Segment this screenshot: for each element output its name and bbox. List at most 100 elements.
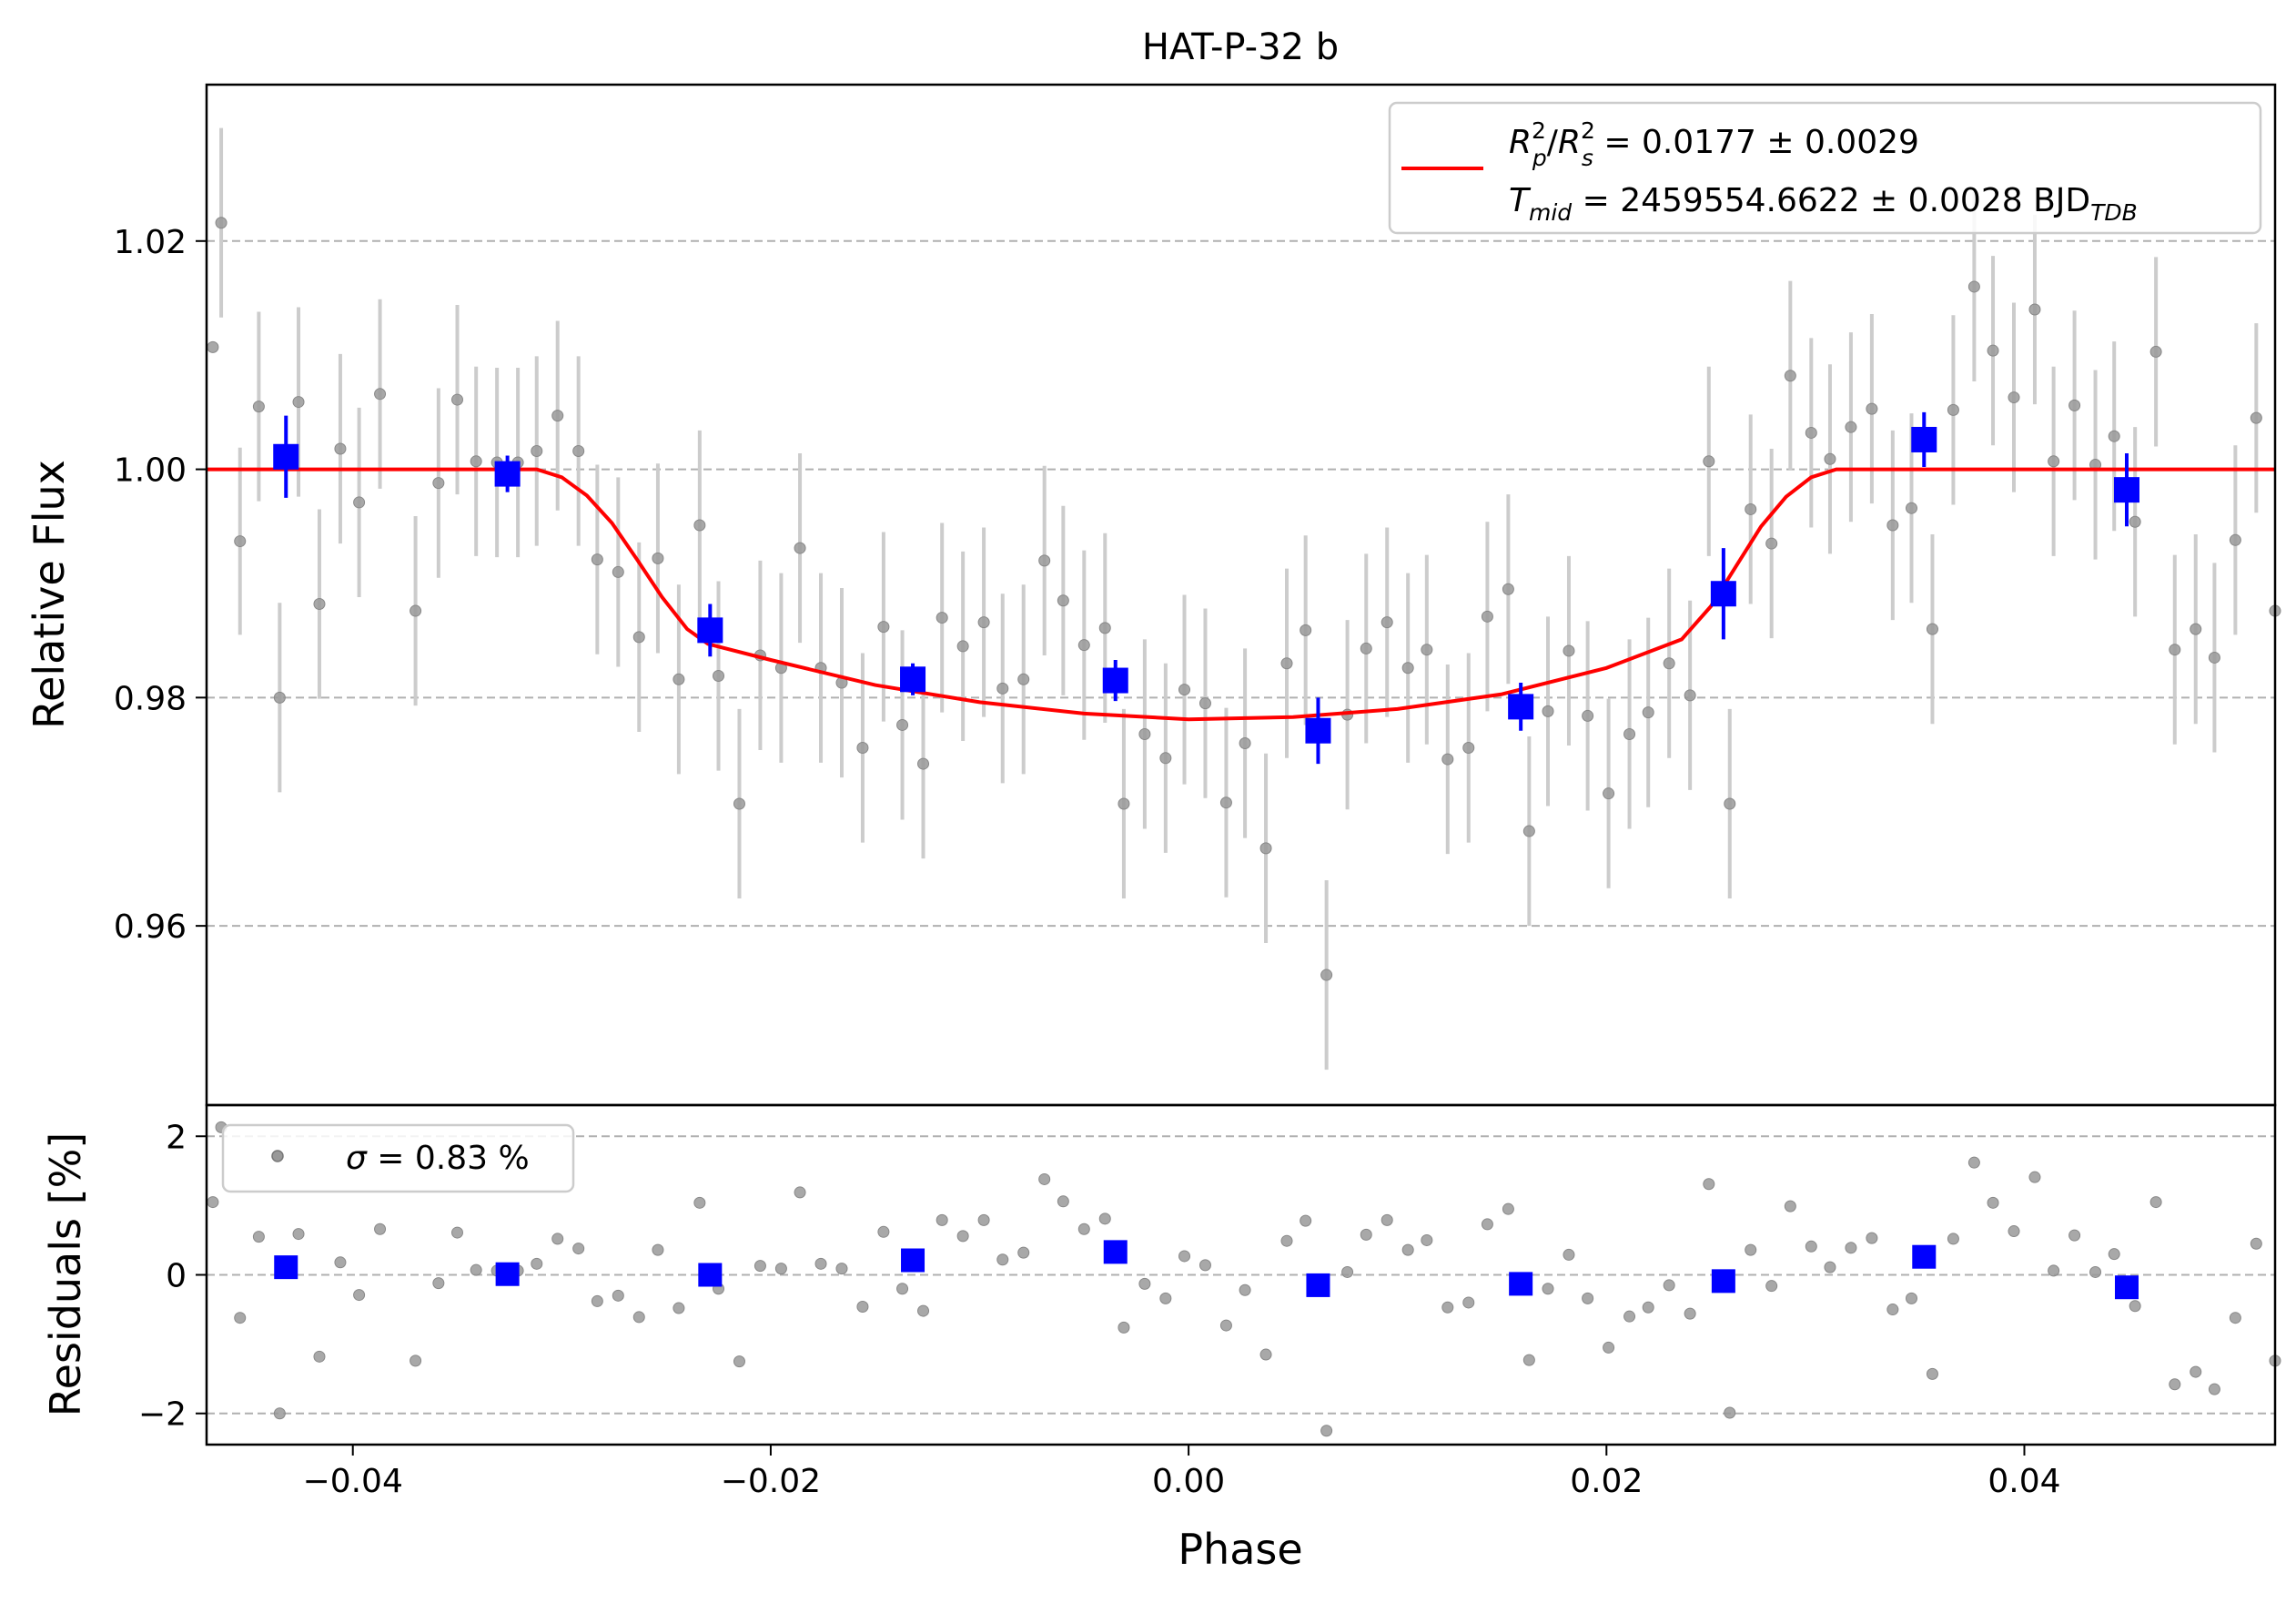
residual-point [1077,1223,1090,1235]
residual-point [632,1311,645,1324]
binned-flux-points [273,411,2139,765]
residual-point [470,1263,482,1276]
raw-point [1481,610,1493,623]
raw-point [1724,797,1736,810]
residual-point [1765,1280,1778,1293]
raw-point [2008,391,2020,404]
raw-point [917,757,930,770]
binned-point [494,461,521,487]
raw-point [1563,644,1575,657]
raw-point [1845,421,1857,433]
residual-point [1159,1292,1172,1304]
binned-point [900,666,926,693]
residual-point [1906,1292,1918,1304]
chart-title: HAT-P-32 b [1142,26,1339,68]
raw-point [2190,623,2202,635]
x-axis-label: Phase [1178,1525,1302,1574]
raw-point [1017,673,1030,685]
residual-point [2229,1312,2241,1324]
x-tick-label: −0.02 [721,1463,821,1500]
raw-point [1603,787,1615,800]
raw-point [1401,662,1414,675]
residual-point [234,1312,247,1324]
residual-point [1703,1178,1715,1191]
raw-point [856,742,869,755]
raw-point [1199,697,1211,710]
binned-point [1102,667,1128,694]
raw-point [1138,727,1151,740]
residual-point [1926,1367,1938,1380]
raw-point [1239,737,1251,750]
residual-point [591,1294,603,1307]
residual-point [292,1228,305,1241]
residual-point [1280,1234,1293,1247]
residual-point [2048,1264,2060,1277]
raw-point [1381,616,1393,629]
raw-point [1745,502,1757,515]
raw-point [1219,796,1232,809]
residual-point [896,1283,909,1295]
residual-point [1381,1213,1393,1226]
sigma-legend-text: σ = 0.83 % [346,1140,530,1177]
residual-point [1845,1242,1857,1254]
residual-point [2190,1365,2202,1378]
raw-point [334,442,347,455]
residual-point [1178,1250,1191,1263]
sigma-legend: σ = 0.83 % [221,1123,575,1193]
raw-point [551,410,564,422]
residual-point [2068,1229,2081,1242]
x-ticks: −0.04 −0.02 0.00 0.02 0.04 [303,1445,2061,1500]
residual-point [956,1230,969,1243]
raw-point [2068,399,2081,411]
raw-point [936,612,948,624]
residual-point [273,1407,286,1420]
residual-points [207,1121,2281,1437]
raw-point [1684,689,1696,702]
residual-point [1401,1243,1414,1256]
raw-point [1178,684,1191,696]
legend-mid-transit: Tmid = 2459554.6622 ± 0.0028 BJDTDB [1509,182,2138,226]
raw-point [1159,752,1172,765]
residual-point [1199,1259,1211,1272]
residual-point [794,1186,806,1199]
residual-point [754,1260,766,1273]
binned-residual-point [1509,1272,1533,1296]
transit-model-line [207,467,2275,722]
residual-point [1259,1348,1272,1361]
raw-point [1077,639,1090,652]
residual-point [410,1354,422,1367]
raw-point [432,477,445,490]
raw-point [1906,502,1918,514]
residuals-y-axis-label: Residuals [%] [41,1132,90,1416]
raw-point [1824,452,1836,465]
raw-point [1642,706,1654,719]
binned-point [697,617,723,644]
residual-point [612,1289,624,1302]
raw-point [1502,583,1514,595]
raw-point [1784,370,1796,382]
residual-point [856,1301,869,1314]
residual-point [207,1196,219,1209]
sigma-legend-marker [271,1150,284,1162]
raw-point [2229,533,2241,546]
residual-point [1642,1301,1654,1314]
residual-point [1947,1233,1959,1245]
residual-point [313,1350,326,1363]
raw-point [1765,537,1778,550]
raw-point [2208,651,2220,664]
raw-point [1421,644,1433,656]
raw-point [1886,519,1899,532]
sigma-legend-box [221,1123,575,1193]
raw-point [2149,345,2162,358]
residual-point [1582,1292,1594,1304]
binned-residual-point [1711,1269,1735,1294]
binned-residual-point [1912,1244,1937,1269]
raw-point [612,565,624,578]
residual-point [936,1213,948,1226]
residual-point [2028,1171,2041,1183]
residual-point [1239,1283,1251,1296]
residual-point [2149,1196,2162,1209]
raw-point [531,445,543,458]
residual-point [1623,1310,1636,1323]
